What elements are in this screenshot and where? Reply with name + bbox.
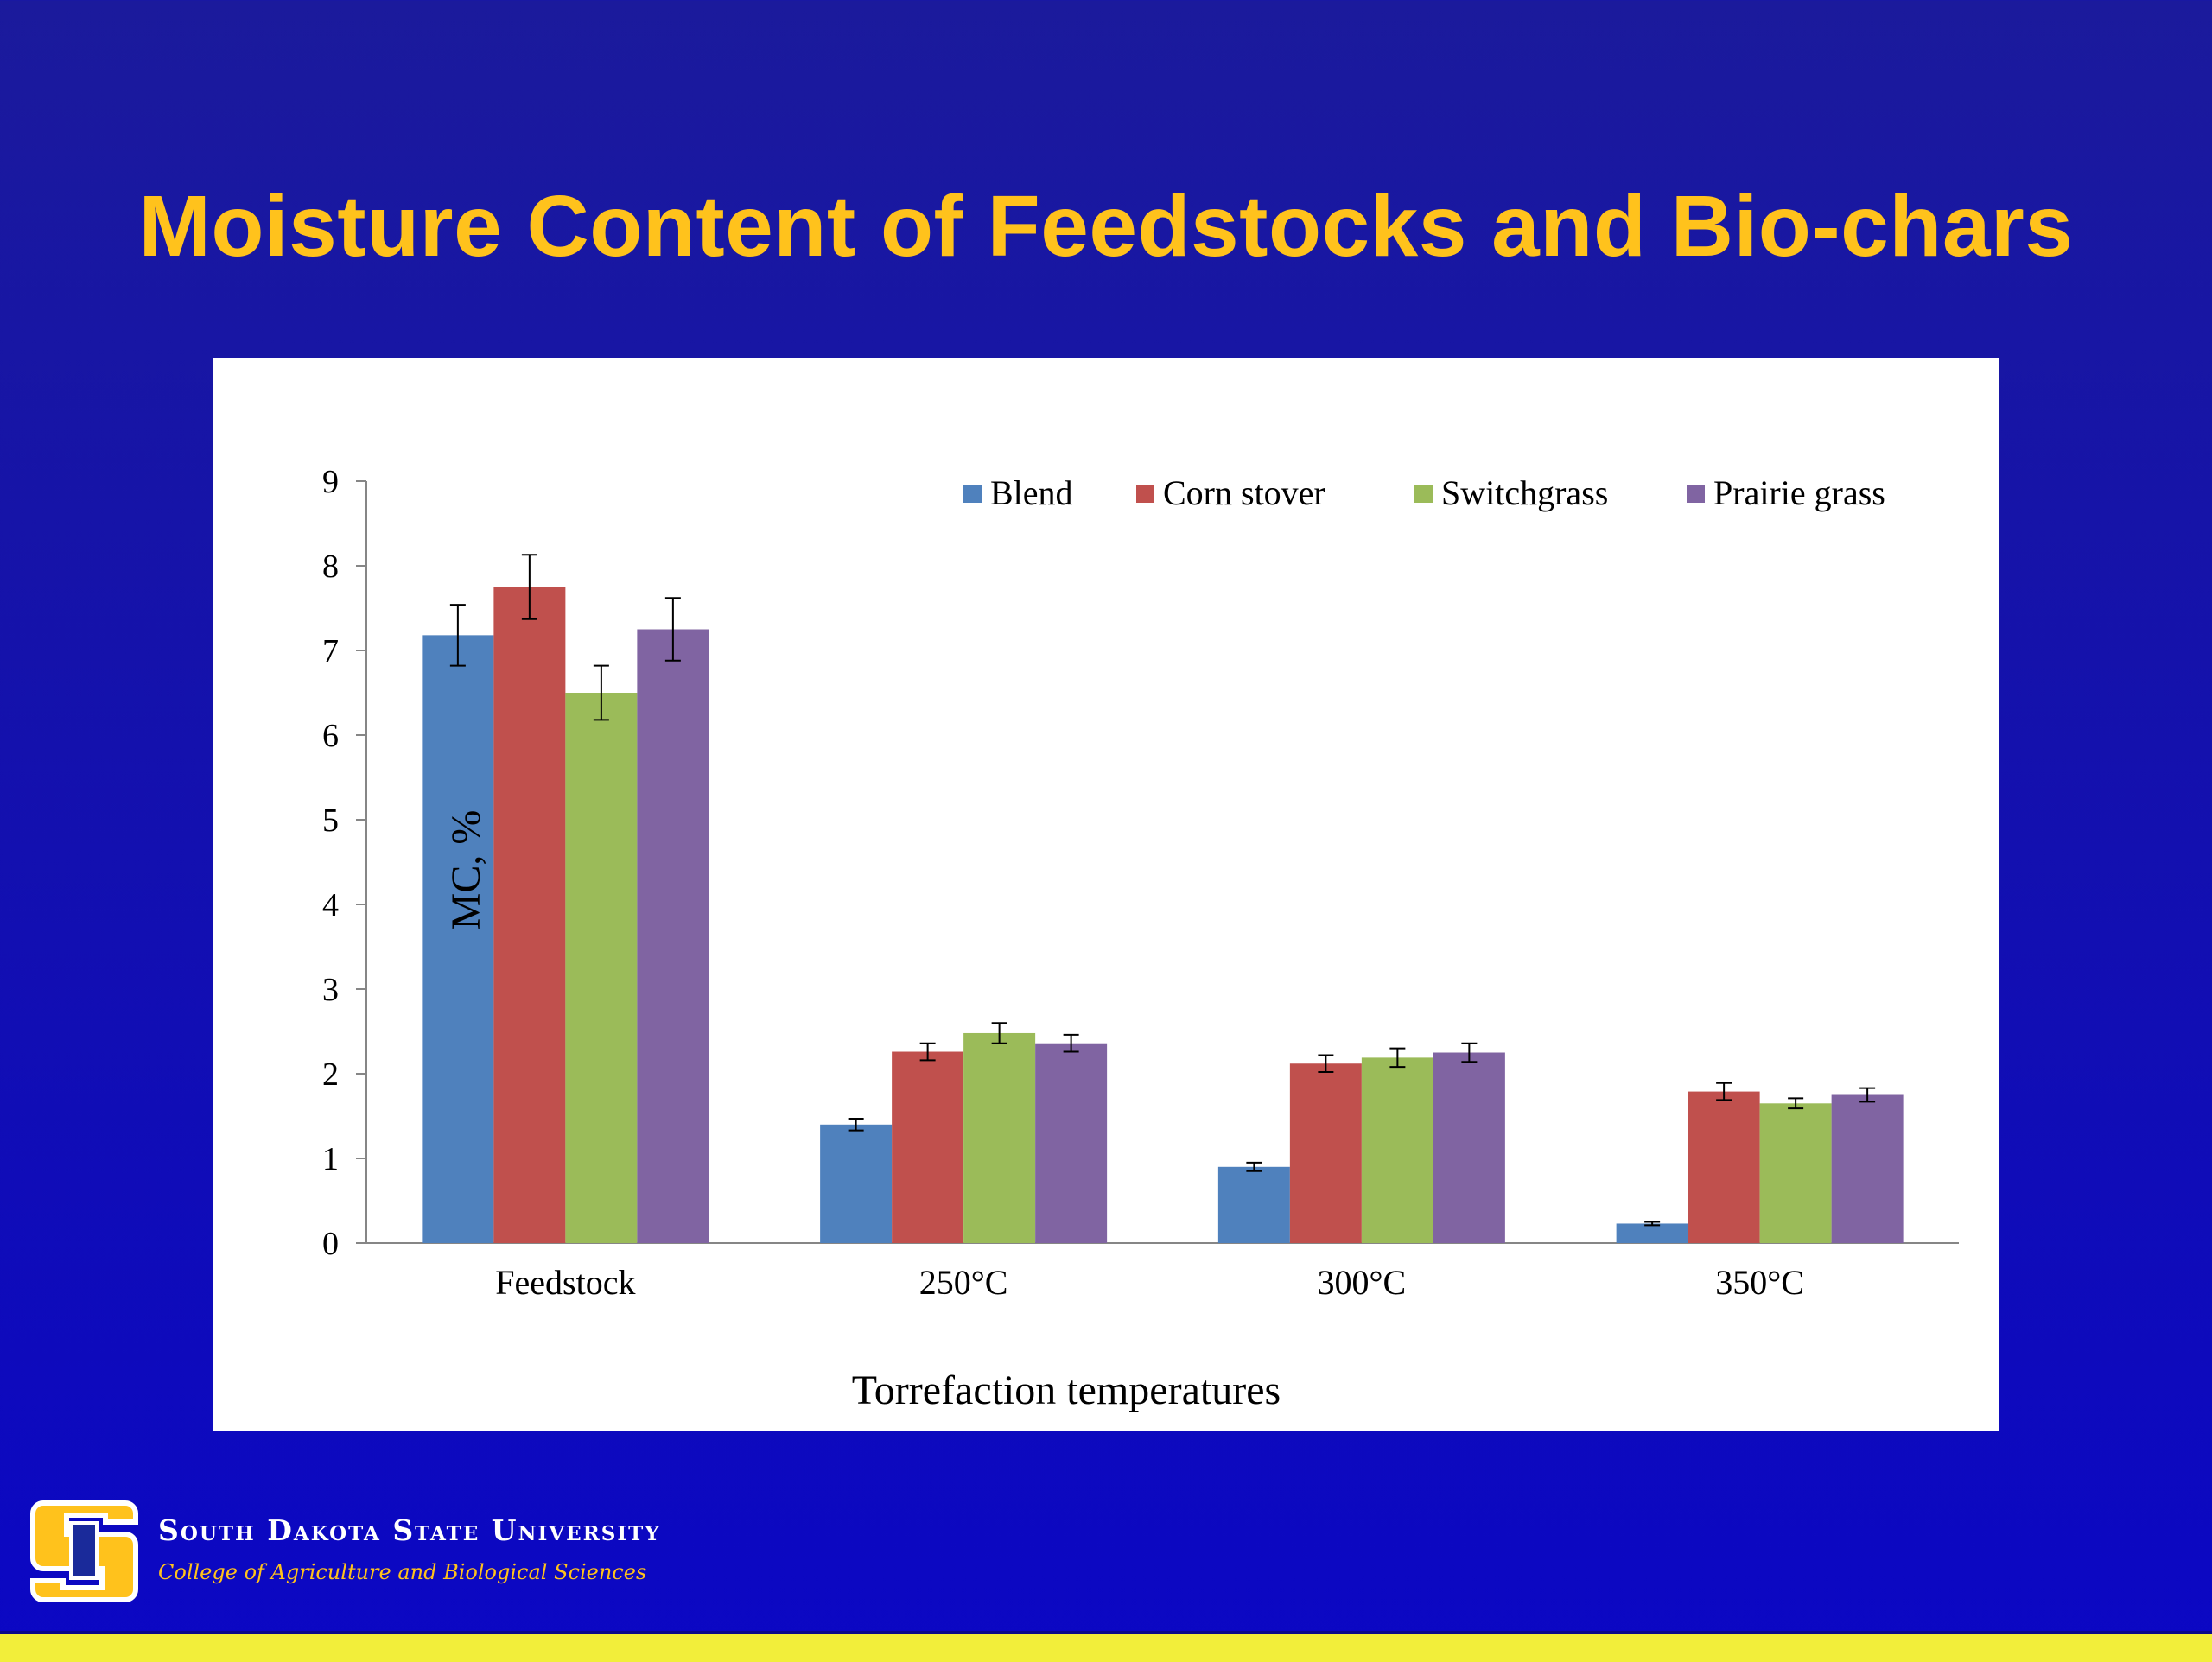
y-axis-label: MC, %	[443, 810, 489, 930]
y-tick-label: 4	[322, 887, 339, 923]
legend-swatch	[1687, 485, 1705, 503]
legend-label: Blend	[990, 473, 1073, 512]
bar-corn-stover	[892, 1051, 964, 1243]
legend-swatch	[1136, 485, 1154, 503]
bar-switchgrass	[565, 693, 638, 1243]
footer-bar	[0, 1631, 2212, 1662]
bars-group	[422, 554, 1904, 1243]
y-axis: 0 1 2 3 4 5 6 7 8 9	[322, 464, 367, 1262]
slide-title: Moisture Content of Feedstocks and Bio-c…	[138, 178, 2074, 275]
y-tick-label: 7	[322, 633, 339, 669]
bar-blend	[820, 1124, 893, 1243]
bar-switchgrass	[1759, 1103, 1832, 1243]
college-name: College of Agriculture and Biological Sc…	[158, 1560, 647, 1584]
x-tick-label: 250°C	[919, 1263, 1008, 1302]
x-axis-label: Torrefaction temperatures	[852, 1367, 1281, 1413]
bar-prairie-grass	[1433, 1052, 1505, 1243]
bar-blend	[1217, 1166, 1290, 1243]
legend-label: Corn stover	[1163, 473, 1325, 512]
bar-blend	[1616, 1223, 1688, 1243]
x-axis: Feedstock 250°C 300°C 350°C	[366, 1242, 1959, 1302]
legend-label: Prairie grass	[1713, 473, 1885, 512]
x-tick-label: Feedstock	[495, 1263, 635, 1302]
y-tick-label: 6	[322, 718, 339, 754]
x-tick-label: 350°C	[1715, 1263, 1804, 1302]
university-name: South Dakota State University	[158, 1513, 661, 1547]
bar-switchgrass	[963, 1032, 1036, 1243]
legend: Blend Corn stover Switchgrass Prairie grass	[963, 473, 1885, 512]
legend-swatch	[1414, 485, 1433, 503]
bar-chart: 0 1 2 3 4 5 6 7 8 9 Feedstock 250°C 300°C 350°C Blen…	[322, 464, 1959, 1413]
bar-switchgrass	[1361, 1057, 1433, 1243]
sdsu-logo-icon	[30, 1500, 138, 1602]
y-tick-label: 5	[322, 802, 339, 839]
y-tick-label: 0	[322, 1226, 339, 1262]
bar-corn-stover	[1289, 1063, 1362, 1243]
y-tick-label: 8	[322, 549, 339, 585]
y-tick-label: 9	[322, 464, 339, 500]
bar-prairie-grass	[1035, 1043, 1108, 1243]
bar-corn-stover	[493, 587, 566, 1243]
y-tick-label: 2	[322, 1056, 339, 1093]
bar-blend	[422, 635, 494, 1243]
legend-swatch	[963, 485, 982, 503]
y-tick-label: 1	[322, 1141, 339, 1177]
bar-prairie-grass	[1831, 1094, 1904, 1243]
chart-panel: 0 1 2 3 4 5 6 7 8 9 Feedstock 250°C 300°C 350°C Blen…	[213, 358, 1999, 1431]
bar-corn-stover	[1688, 1091, 1760, 1243]
legend-label: Switchgrass	[1441, 473, 1608, 512]
bar-prairie-grass	[637, 629, 709, 1243]
x-tick-label: 300°C	[1318, 1263, 1407, 1302]
y-tick-label: 3	[322, 972, 339, 1008]
